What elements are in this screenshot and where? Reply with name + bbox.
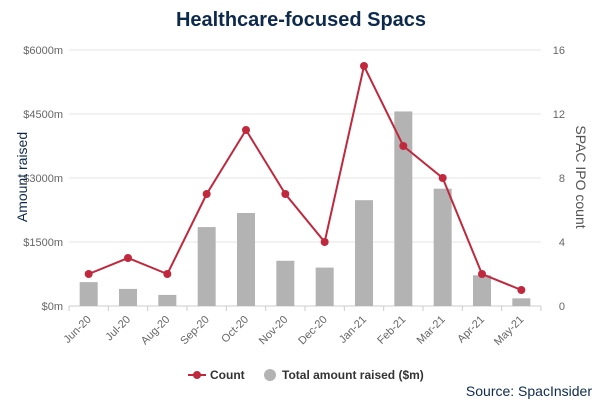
legend-amount-marker [264,369,276,381]
right-tick-label: 0 [559,301,565,313]
left-tick-label: $3000m [23,173,63,185]
left-axis-ticks: $0m $1500m $3000m $4500m $6000m [23,45,63,313]
gridlines [68,49,542,311]
right-tick-label: 8 [559,173,565,185]
count-line [88,63,522,291]
left-tick-label: $6000m [23,45,63,57]
bar [394,111,413,306]
bar [79,282,98,306]
bar [355,200,373,306]
count-point [124,254,132,262]
chart-title: Healthcare-focused Spacs [176,9,426,31]
left-axis-title: Amount raised [14,132,30,222]
bar [197,227,216,306]
x-axis-ticks: Jun-20 Jul-20 Aug-20 Sep-20 Oct-20 Nov-20 Dec-… [62,314,527,348]
bar [158,294,177,306]
count-point [84,270,93,278]
bar [237,212,255,306]
bar [119,288,137,306]
right-axis-ticks: 0 4 8 12 16 [553,45,565,313]
left-tick-label: $4500m [23,109,63,121]
bar [433,188,452,306]
legend-count-marker [193,371,201,379]
count-point [399,142,408,150]
right-tick-label: 4 [559,237,565,249]
x-tick-label: Dec-20 [296,314,330,348]
count-point [202,190,211,198]
bar [315,267,334,306]
bar [276,260,295,306]
x-tick-label: May-21 [492,314,526,348]
bar-series [79,111,531,306]
x-tick-label: Jun-20 [62,314,94,346]
count-point [281,190,290,198]
count-point [438,174,447,182]
count-point [242,126,250,134]
x-tick-label: Jan-21 [337,314,369,346]
x-tick-label: Aug-20 [139,314,173,348]
source-note: Source: SpacInsider [466,383,592,399]
x-tick-label: Feb-21 [375,314,408,347]
line-series [84,62,526,294]
left-tick-label: $1500m [23,237,63,249]
legend: Count Total amount raised ($m) [188,368,424,382]
count-point [320,238,329,246]
x-tick-label: Apr-21 [455,314,487,346]
x-tick-label: Nov-20 [257,314,291,348]
count-point [517,286,526,294]
bar [473,275,491,306]
right-axis-title: SPAC IPO count [573,125,589,228]
count-point [163,270,172,278]
x-tick-label: Mar-21 [415,314,448,347]
count-point [360,62,368,70]
x-tick-label: Oct-20 [219,314,251,346]
right-tick-label: 12 [553,109,565,121]
left-tick-label: $0m [42,301,63,313]
x-tick-label: Sep-20 [178,314,212,348]
x-tick-label: Jul-20 [103,314,133,344]
legend-amount-label: Total amount raised ($m) [282,368,424,382]
bar [512,298,531,306]
legend-count-label: Count [210,368,245,382]
right-tick-label: 16 [553,45,565,57]
count-point [478,270,486,278]
